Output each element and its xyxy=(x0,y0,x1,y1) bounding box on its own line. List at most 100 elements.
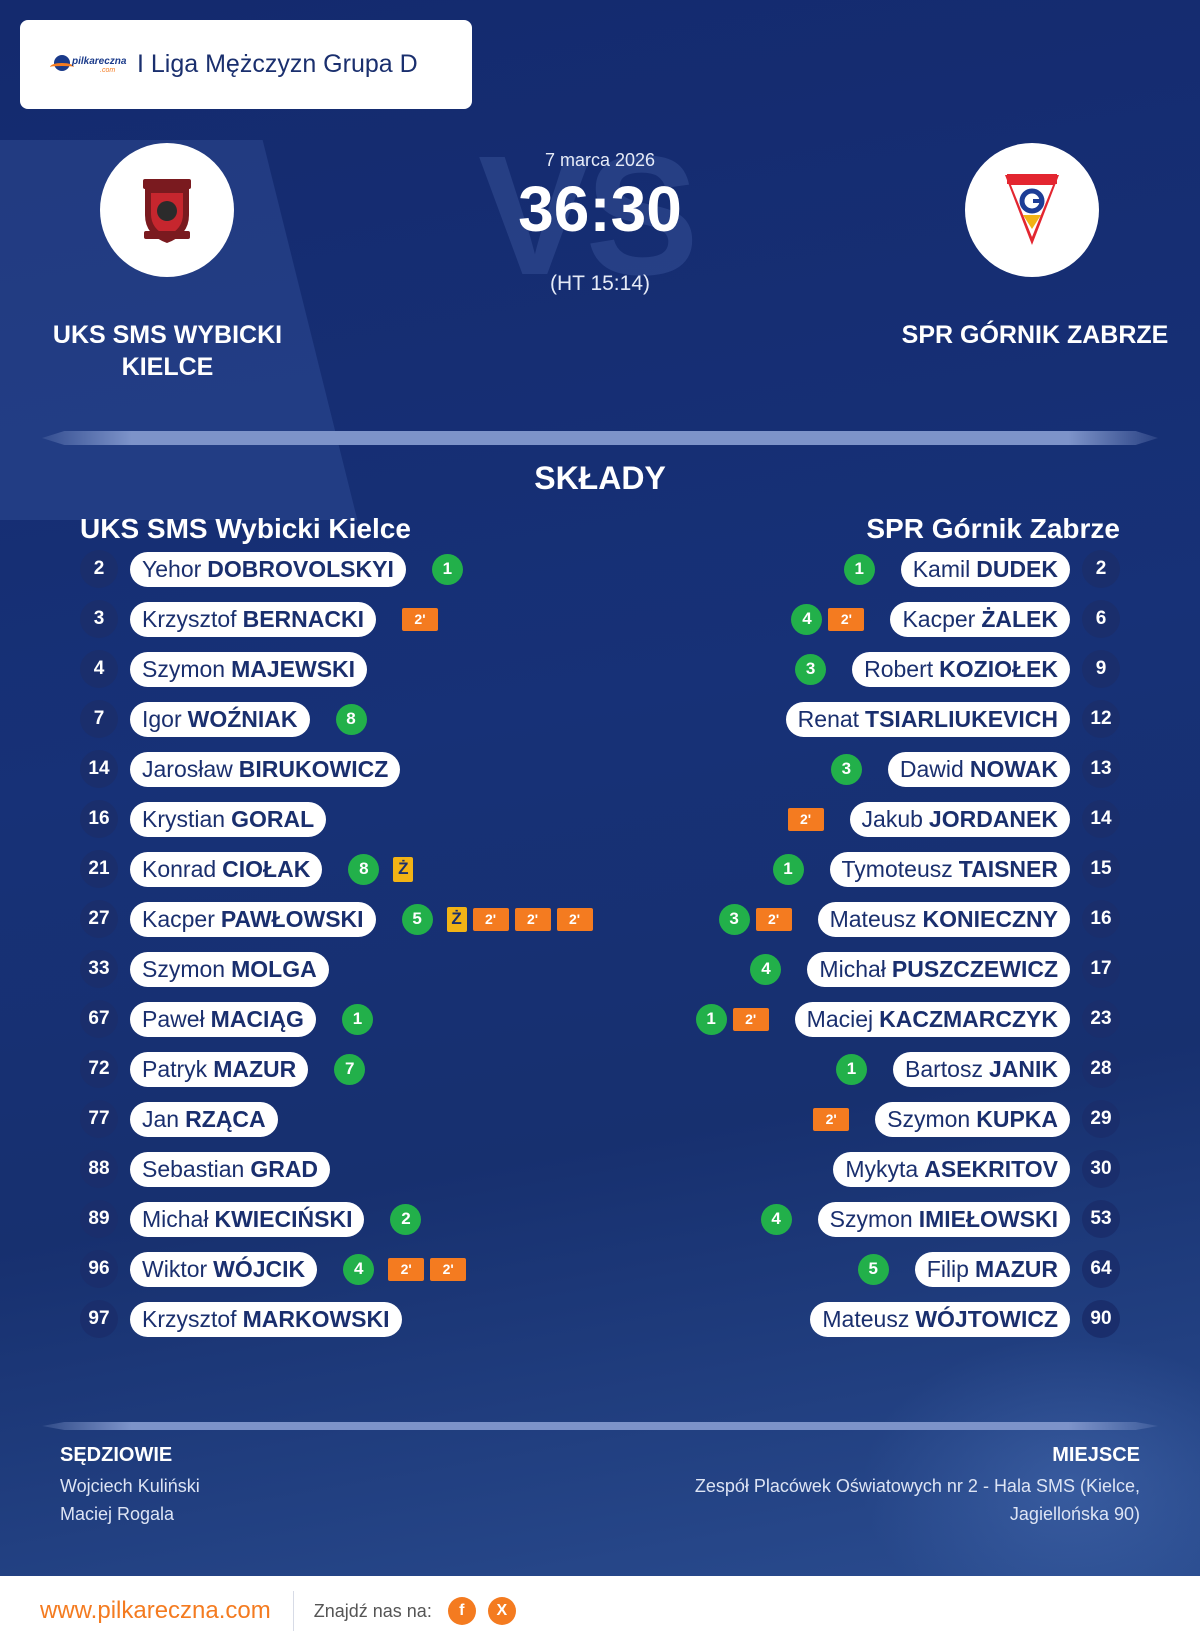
player-first-name: Igor xyxy=(142,705,182,732)
player-number-badge: 21 xyxy=(80,850,118,888)
player-last-name: BERNACKI xyxy=(242,605,364,632)
player-first-name: Szymon xyxy=(142,655,226,682)
bar-separator xyxy=(292,1591,294,1631)
suspension-badge: 2' xyxy=(388,1257,425,1281)
player-last-name: WÓJTOWICZ xyxy=(915,1305,1058,1332)
player-last-name: KWIECIŃSKI xyxy=(214,1205,353,1232)
player-last-name: KONIECZNY xyxy=(922,905,1058,932)
player-last-name: DOBROVOLSKYI xyxy=(207,555,394,582)
swoosh-icon xyxy=(50,62,74,71)
player-last-name: MAZUR xyxy=(213,1055,297,1082)
player-number-badge: 2 xyxy=(80,550,118,588)
player-number-badge: 23 xyxy=(1082,1000,1120,1038)
player-row: 16 Mateusz KONIECZNY 2' 3 xyxy=(705,900,1120,938)
league-title: I Liga Mężczyzn Grupa D xyxy=(137,50,418,78)
player-row: 67 Paweł MACIĄG 1 xyxy=(80,1000,387,1038)
player-name-pill: Kamil DUDEK xyxy=(900,551,1070,587)
home-team-crest xyxy=(100,143,234,277)
player-row: 88 Sebastian GRAD xyxy=(80,1150,356,1188)
x-icon[interactable]: X xyxy=(487,1597,516,1625)
player-number-badge: 96 xyxy=(80,1250,118,1288)
away-team-name: SPR GÓRNIK ZABRZE xyxy=(901,321,1169,349)
player-name-pill: Sebastian GRAD xyxy=(130,1151,331,1187)
player-row: 89 Michał KWIECIŃSKI 2 xyxy=(80,1200,435,1238)
player-name-pill: Dawid NOWAK xyxy=(887,751,1070,787)
goals-badge: 1 xyxy=(843,553,875,585)
player-number-badge: 30 xyxy=(1082,1150,1120,1188)
player-name-pill: Paweł MACIĄG xyxy=(130,1001,316,1037)
player-first-name: Mykyta xyxy=(845,1155,919,1182)
player-number-badge: 27 xyxy=(80,900,118,938)
player-row: 13 Dawid NOWAK 3 xyxy=(817,750,1120,788)
player-name-pill: Szymon MOLGA xyxy=(130,951,329,987)
player-row: 72 Patryk MAZUR 7 xyxy=(80,1050,379,1088)
goals-badge: 1 xyxy=(341,1003,373,1035)
player-first-name: Renat xyxy=(797,705,860,732)
player-first-name: Yehor xyxy=(142,555,202,582)
player-number-badge: 9 xyxy=(1082,650,1120,688)
section-divider xyxy=(42,431,1158,445)
player-last-name: ASEKRITOV xyxy=(924,1155,1058,1182)
player-number-badge: 6 xyxy=(1082,600,1120,638)
gornik-zabrze-crest-icon xyxy=(1005,174,1059,245)
player-last-name: JORDANEK xyxy=(928,805,1058,832)
goals-badge: 2 xyxy=(390,1203,422,1235)
player-number-badge: 89 xyxy=(80,1200,118,1238)
player-first-name: Szymon xyxy=(887,1105,971,1132)
footer-divider xyxy=(42,1422,1158,1430)
player-first-name: Jan xyxy=(142,1105,180,1132)
player-row: 16 Krystian GORAL xyxy=(80,800,352,838)
goals-badge: 3 xyxy=(830,753,862,785)
suspension-badge: 2' xyxy=(828,607,865,631)
suspension-badge: 2' xyxy=(556,907,593,931)
league-header: pilkareczna .com I Liga Mężczyzn Grupa D xyxy=(20,20,472,109)
player-name-pill: Robert KOZIOŁEK xyxy=(852,651,1070,687)
player-first-name: Michał xyxy=(142,1205,209,1232)
goals-badge: 8 xyxy=(348,853,380,885)
goals-badge: 4 xyxy=(343,1253,375,1285)
player-name-pill: Yehor DOBROVOLSKYI xyxy=(130,551,406,587)
player-events: 2' xyxy=(782,807,824,831)
player-number-badge: 14 xyxy=(1082,800,1120,838)
player-last-name: KACZMARCZYK xyxy=(879,1005,1058,1032)
player-last-name: JANIK xyxy=(988,1055,1058,1082)
player-name-pill: Kacper PAWŁOWSKI xyxy=(130,901,376,937)
suspension-badge: 2' xyxy=(430,1257,467,1281)
player-last-name: WOŹNIAK xyxy=(187,705,298,732)
suspension-badge: 2' xyxy=(813,1107,850,1131)
suspension-badge: 2' xyxy=(787,807,824,831)
player-number-badge: 28 xyxy=(1082,1050,1120,1088)
player-name-pill: Michał PUSZCZEWICZ xyxy=(807,951,1070,987)
vs-watermark: VS xyxy=(478,121,699,311)
player-events: 2' 1 xyxy=(682,1003,769,1035)
player-first-name: Mateusz xyxy=(822,1305,910,1332)
player-number-badge: 16 xyxy=(1082,900,1120,938)
suspension-badge: 2' xyxy=(472,907,509,931)
player-first-name: Filip xyxy=(926,1255,969,1282)
referee-name: Maciej Rogala xyxy=(60,1504,175,1524)
player-row: 97 Krzysztof MARKOWSKI xyxy=(80,1300,428,1338)
player-number-badge: 16 xyxy=(80,800,118,838)
player-first-name: Bartosz xyxy=(905,1055,983,1082)
player-events: 3 xyxy=(781,653,827,685)
facebook-icon[interactable]: f xyxy=(447,1597,476,1625)
site-link[interactable]: www.pilkareczna.com xyxy=(40,1597,271,1624)
player-row: 4 Szymon MAJEWSKI xyxy=(80,650,393,688)
goals-badge: 4 xyxy=(760,1203,792,1235)
venue-label: MIEJSCE xyxy=(1052,1444,1140,1466)
yellow-card-badge: Ż xyxy=(446,906,467,932)
player-last-name: TAISNER xyxy=(958,855,1058,882)
match-score: 36:30 xyxy=(518,173,682,245)
player-name-pill: Szymon MAJEWSKI xyxy=(130,651,368,687)
logo-text: pilkareczna xyxy=(72,55,127,67)
player-events: 1 xyxy=(341,1003,387,1035)
logo-subtext: .com xyxy=(100,66,116,74)
player-first-name: Maciej xyxy=(806,1005,874,1032)
player-name-pill: Szymon KUPKA xyxy=(875,1101,1070,1137)
player-events: 4 xyxy=(747,1203,792,1235)
player-number-badge: 64 xyxy=(1082,1250,1120,1288)
player-row: 17 Michał PUSZCZEWICZ 4 xyxy=(736,950,1120,988)
player-events: 4 xyxy=(736,953,782,985)
player-name-pill: Konrad CIOŁAK xyxy=(130,851,323,887)
player-first-name: Jarosław xyxy=(142,755,233,782)
